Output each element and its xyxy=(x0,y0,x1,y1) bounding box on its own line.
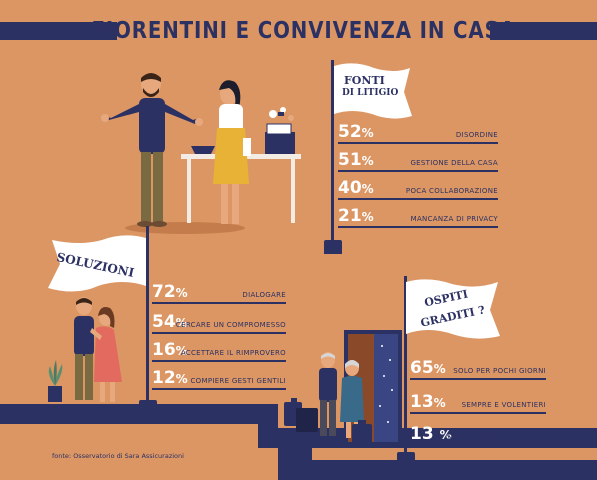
soluzioni-row: 72% DIALOGARE xyxy=(152,282,286,308)
arguing-couple-illustration xyxy=(101,73,301,234)
soluzioni-row: 12% COMPIERE GESTI GENTILI xyxy=(152,368,286,394)
fonti-value: 21% xyxy=(338,206,374,226)
source-note: fonte: Osservatorio di Sara Assicurazion… xyxy=(52,452,184,460)
fonti-value: 52% xyxy=(338,122,374,142)
fonti-rule xyxy=(338,170,498,172)
floor-bottom-band xyxy=(310,460,597,480)
soluzioni-pole-base xyxy=(139,400,157,414)
ospiti-value: 65% xyxy=(410,358,446,378)
floor-bottom-connector xyxy=(278,448,312,480)
fonti-label: DISORDINE xyxy=(455,131,498,139)
soluzioni-row: 54% CERCARE UN COMPROMESSO xyxy=(152,312,286,338)
soluzioni-value: 16% xyxy=(152,340,188,360)
soluzioni-rule xyxy=(152,332,286,334)
soluzioni-value: 54% xyxy=(152,312,188,332)
soluzioni-value: 12% xyxy=(152,368,188,388)
soluzioni-label: COMPIERE GESTI GENTILI xyxy=(190,377,286,385)
ospiti-label: SOLO PER POCHI GIORNI xyxy=(453,367,546,375)
fonti-value: 51% xyxy=(338,150,374,170)
fonti-flag-line2: DI LITIGIO xyxy=(342,88,399,98)
fonti-rule xyxy=(338,198,498,200)
soluzioni-rule xyxy=(152,360,286,362)
guests-at-door-illustration xyxy=(284,330,402,446)
fonti-pole-base xyxy=(324,240,342,254)
fonti-rule xyxy=(338,226,498,228)
soluzioni-rule xyxy=(152,388,286,390)
ospiti-row: 65% SOLO PER POCHI GIORNI xyxy=(410,358,546,384)
soluzioni-row: 16% ACCETTARE IL RIMPROVERO xyxy=(152,340,286,366)
fonti-value: 40% xyxy=(338,178,374,198)
ospiti-value: 13 % xyxy=(410,424,452,444)
ospiti-rule xyxy=(410,378,546,380)
ospiti-rule xyxy=(410,444,546,446)
hugging-couple-illustration xyxy=(48,297,122,402)
ospiti-row: 13 % SOLO A PRANZO E A CENA xyxy=(410,424,546,450)
floor-left xyxy=(0,404,260,424)
fonti-label: GESTIONE DELLA CASA xyxy=(410,159,498,167)
ospiti-label: SOLO A PRANZO E A CENA xyxy=(446,433,546,441)
soluzioni-rule xyxy=(152,302,286,304)
title-box: FIORENTINI E CONVIVENZA IN CASA xyxy=(91,14,515,48)
soluzioni-label: DIALOGARE xyxy=(242,291,286,299)
ospiti-pole-base xyxy=(397,452,415,466)
fonti-row: 21% MANCANZA DI PRIVACY xyxy=(338,206,498,232)
fonti-label: MANCANZA DI PRIVACY xyxy=(410,215,498,223)
ospiti-pole xyxy=(404,276,407,458)
fonti-pole xyxy=(331,60,334,246)
soluzioni-pole xyxy=(146,226,149,410)
fonti-flag-line1: FONTI xyxy=(344,74,385,87)
fonti-rule xyxy=(338,142,498,144)
ospiti-value: 13% xyxy=(410,392,446,412)
fonti-row: 51% GESTIONE DELLA CASA xyxy=(338,150,498,176)
page-title: FIORENTINI E CONVIVENZA IN CASA xyxy=(91,18,516,44)
ospiti-row: 13% SEMPRE E VOLENTIERI xyxy=(410,392,546,418)
soluzioni-label: ACCETTARE IL RIMPROVERO xyxy=(180,349,286,357)
soluzioni-flag xyxy=(48,235,146,292)
ospiti-label: SEMPRE E VOLENTIERI xyxy=(461,401,546,409)
ospiti-rule xyxy=(410,412,546,414)
soluzioni-value: 72% xyxy=(152,282,188,302)
fonti-label: POCA COLLABORAZIONE xyxy=(405,187,498,195)
floor-right xyxy=(258,428,597,448)
fonti-row: 40% POCA COLLABORAZIONE xyxy=(338,178,498,204)
soluzioni-label: CERCARE UN COMPROMESSO xyxy=(175,321,286,329)
fonti-row: 52% DISORDINE xyxy=(338,122,498,148)
ospiti-flag xyxy=(406,279,500,339)
fonti-flag xyxy=(334,63,412,119)
